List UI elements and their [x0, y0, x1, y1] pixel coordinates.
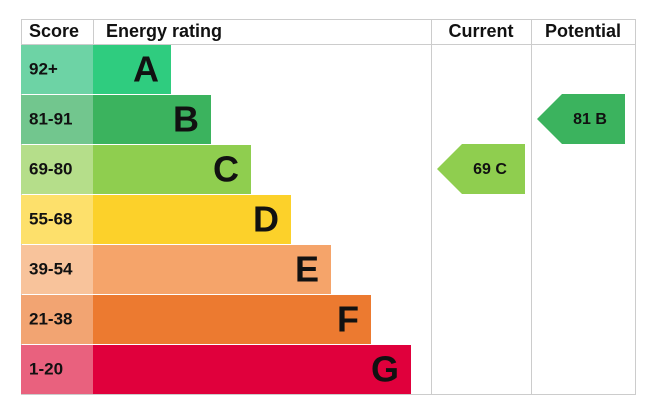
score-cell: [21, 245, 93, 294]
score-label: 69-80: [29, 159, 72, 178]
score-label: 1-20: [29, 359, 63, 378]
header-rating: Energy rating: [106, 21, 222, 41]
header-potential: Potential: [545, 21, 621, 41]
rating-letter: G: [371, 349, 399, 390]
rating-letter: F: [337, 299, 359, 340]
current-arrow: [437, 144, 525, 194]
rating-letter: B: [173, 99, 199, 140]
rating-letter: A: [133, 49, 159, 90]
score-label: 39-54: [29, 259, 73, 278]
score-cell: [21, 145, 93, 194]
header-score: Score: [29, 21, 79, 41]
score-cell: [21, 45, 93, 94]
rating-bar: [93, 195, 291, 244]
rating-letter: D: [253, 199, 279, 240]
score-cell: [21, 345, 93, 394]
score-label: 21-38: [29, 309, 72, 328]
score-cell: [21, 95, 93, 144]
score-label: 81-91: [29, 109, 72, 128]
current-label: 69 C: [473, 161, 507, 178]
rating-bar: [93, 45, 171, 94]
rating-bands: 92+ A 81-91 B 69-80 C 55-68 D 39-54 E 21-38 F 1-20 G: [21, 45, 411, 394]
rating-letter: E: [295, 249, 319, 290]
rating-bar: [93, 245, 331, 294]
potential-arrow: [537, 94, 625, 144]
rating-letter: C: [213, 149, 239, 190]
score-label: 92+: [29, 59, 58, 78]
score-cell: [21, 295, 93, 344]
rating-bar: [93, 145, 251, 194]
rating-bar: [93, 95, 211, 144]
rating-bar: [93, 345, 411, 394]
score-label: 55-68: [29, 209, 72, 228]
score-cell: [21, 195, 93, 244]
potential-label: 81 B: [573, 111, 607, 128]
rating-bar: [93, 295, 371, 344]
header-current: Current: [448, 21, 513, 41]
